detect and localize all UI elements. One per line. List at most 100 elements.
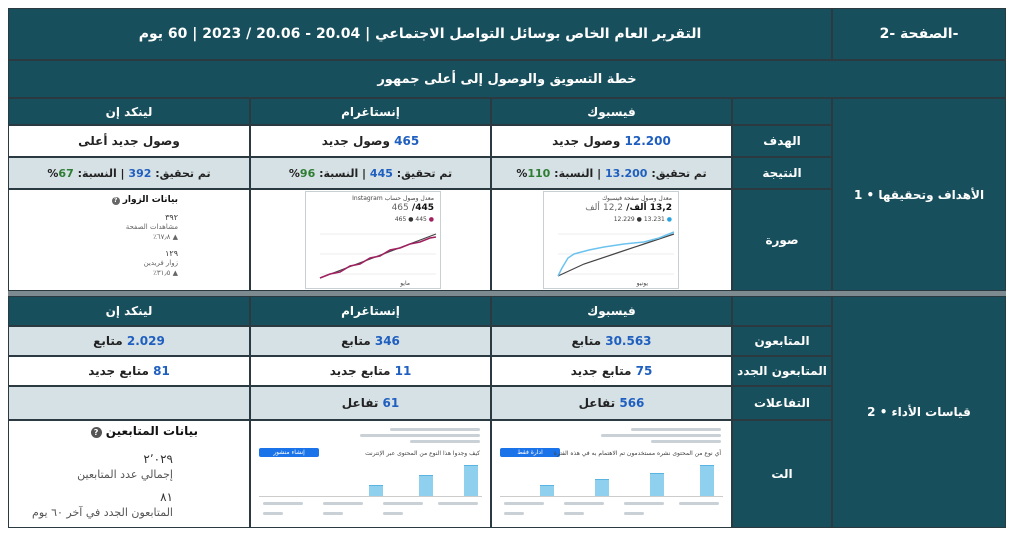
fb-thumb-title: معدل وصول صفحة فيسبوك [602, 195, 672, 202]
goal-facebook-unit: وصول جديد [552, 134, 621, 148]
result-instagram-value: 445 [369, 166, 393, 180]
ig-thumb-goal: 465 [391, 203, 409, 213]
s1-header-instagram: إنستاغرام [250, 98, 491, 125]
result-instagram-pct: 96 [299, 166, 316, 180]
result-linkedin-value: 392 [128, 166, 152, 180]
new-followers-label: المتابعون الجدد [737, 364, 827, 378]
result-ratio-label: | النسبة: [319, 166, 367, 180]
interactions-unit: تفاعل [578, 396, 616, 410]
interactions-facebook: 566 تفاعل [491, 386, 732, 420]
fb-card-bars [500, 462, 723, 497]
s1-header-facebook: فيسبوك [491, 98, 732, 125]
followers-facebook-value: 30.563 [605, 334, 652, 348]
platform-facebook-label: فيسبوك [587, 304, 636, 318]
platform-linkedin-label: لينكد إن [105, 104, 153, 119]
report-title-cell: التقرير العام الخاص بوسائل التواصل الاجت… [8, 8, 832, 60]
s2-header-instagram: إنستاغرام [250, 296, 491, 326]
pct-sign: % [47, 166, 59, 180]
followers-instagram: 346 متابع [250, 326, 491, 356]
fb-thumb-goal: 12,2 [602, 203, 624, 213]
result-prefix: تم تحقيق: [651, 166, 707, 180]
facebook-content-insights-image: ادارة فقط أي نوع من المحتوى نشره مستخدمو… [494, 422, 729, 526]
platform-instagram-label: إنستاغرام [341, 304, 400, 318]
li-visitors-title: بيانات الزوار [122, 195, 178, 205]
image-label: صورة [765, 233, 799, 247]
result-facebook: تم تحقيق: 13.200 | النسبة: 110% [491, 157, 732, 189]
fb-card-button: ادارة فقط [500, 448, 560, 457]
new-followers-instagram: 11 متابع جديد [250, 356, 491, 386]
row-label-goal: الهدف [732, 125, 832, 157]
new-followers-linkedin-value: 81 [153, 364, 170, 378]
row-label-followers: المتابعون [732, 326, 832, 356]
facebook-reach-chart-image: معدل وصول صفحة فيسبوك 13,2 ألف/ 12,2 ألف… [543, 191, 679, 289]
plan-title: خطة التسويق والوصول إلى أعلى جمهور [377, 71, 637, 87]
li-visitors-l1: مشاهدات الصفحة [125, 223, 178, 231]
ig-card-bars [259, 462, 482, 497]
page-label: الصفحة -2- [879, 26, 959, 42]
result-prefix: تم تحقيق: [155, 166, 211, 180]
ig-thumb-legend2: 465 [394, 216, 407, 223]
ig-card-button: إنشاء منشور [259, 448, 319, 457]
linkedin-followers-cell [8, 420, 250, 528]
s1-header-linkedin: لينكد إن [8, 98, 250, 125]
goal-facebook-value: 12.200 [624, 134, 671, 148]
row-label-result: النتيجة [732, 157, 832, 189]
followers-unit: متابع [341, 334, 371, 348]
new-followers-unit: متابع جديد [570, 364, 632, 378]
interactions-unit: تفاعل [341, 396, 379, 410]
followers-unit: متابع [571, 334, 602, 348]
report-title: التقرير العام الخاص بوسائل التواصل الاجت… [138, 26, 702, 42]
section-divider [8, 291, 1006, 296]
fb-thumb-xlabel: يونيو [636, 280, 648, 287]
platform-instagram-label: إنستاغرام [341, 104, 400, 119]
result-prefix: تم تحقيق: [396, 166, 453, 180]
followers-unit: متابع [93, 334, 123, 348]
platform-linkedin-label: لينكد إن [105, 304, 153, 318]
row-label-interactions: التفاعلات [732, 386, 832, 420]
interactions-instagram: 61 تفاعل [250, 386, 491, 420]
result-label: النتيجة [762, 166, 802, 180]
ig-thumb-legend1: 445 [415, 216, 427, 223]
goal-linkedin: وصول جديد أعلى [8, 125, 250, 157]
new-followers-linkedin: 81 متابع جديد [8, 356, 250, 386]
result-linkedin: تم تحقيق: 392 | النسبة: 67% [8, 157, 250, 189]
ig-card-headline: كيف وجدوا هذا النوع من المحتوى عبر الإنت… [365, 450, 480, 457]
result-instagram: تم تحقيق: 445 | النسبة: 96% [250, 157, 491, 189]
info-icon: ? [111, 197, 120, 205]
row-label-new-followers: المتابعون الجدد [732, 356, 832, 386]
row-label-image: صورة [732, 189, 832, 291]
li-stats-new-label: المتابعون الجدد في آخر ٦٠ يوم [32, 506, 173, 519]
fb-thumb-unit: ألف/ [626, 203, 647, 213]
li-visitors-l2: زوار فريدين [143, 259, 178, 267]
section2-corner-cell [732, 296, 832, 326]
section2-title: 2 • قياسات الأداء [867, 405, 971, 419]
linkedin-visitors-image: بيانات الزوار ? ٣٩٢ مشاهدات الصفحة ▲ ٦٧٫… [38, 193, 218, 288]
ig-thumb-xlabel: مايو [400, 280, 410, 287]
result-ratio-label: | النسبة: [554, 166, 602, 180]
fb-card-headline: أي نوع من المحتوى نشره مستخدمون تم الاهت… [553, 450, 721, 457]
pct-sign: % [516, 166, 528, 180]
alt-label: الت [771, 467, 793, 481]
li-visitors-c2: ▲ ٣١٫٥٪ [153, 269, 178, 277]
image-linkedin-cell [8, 189, 250, 291]
interactions-linkedin [8, 386, 250, 420]
row-label-alt: الت [732, 420, 832, 528]
interactions-facebook-value: 566 [619, 396, 645, 410]
followers-linkedin-value: 2.029 [126, 334, 165, 348]
instagram-reach-chart-image: معدل وصول حساب Instagram 445/ 465 ● 445 … [305, 191, 441, 289]
goal-instagram-value: 465 [394, 134, 420, 148]
section1-corner-cell [732, 98, 832, 125]
interactions-instagram-value: 61 [382, 396, 400, 410]
li-stats-new-value: ٨١ [160, 490, 173, 504]
result-facebook-pct: 110 [527, 166, 551, 180]
li-visitors-v1: ٣٩٢ [165, 213, 178, 222]
result-linkedin-pct: 67 [58, 166, 74, 180]
followers-instagram-value: 346 [374, 334, 400, 348]
instagram-content-insights-image: إنشاء منشور كيف وجدوا هذا النوع من المحت… [253, 422, 488, 526]
new-followers-facebook: 75 متابع جديد [491, 356, 732, 386]
li-visitors-c1: ▲ ٦٧٫٨٪ [153, 233, 178, 241]
report-table: الصفحة -2- التقرير العام الخاص بوسائل ال… [8, 8, 1006, 528]
followers-label: المتابعون [754, 334, 810, 348]
s2-header-facebook: فيسبوك [491, 296, 732, 326]
plan-title-cell: خطة التسويق والوصول إلى أعلى جمهور [8, 60, 1006, 98]
